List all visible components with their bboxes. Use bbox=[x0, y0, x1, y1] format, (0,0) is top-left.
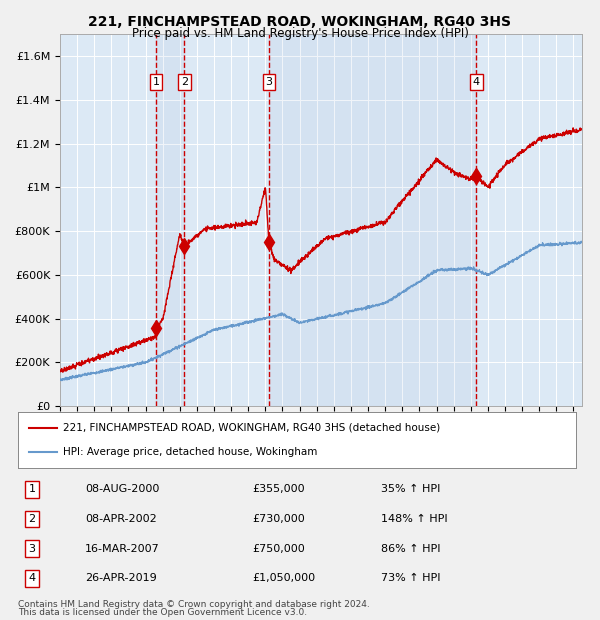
Text: 86% ↑ HPI: 86% ↑ HPI bbox=[381, 544, 440, 554]
Text: 2: 2 bbox=[181, 78, 188, 87]
Text: 4: 4 bbox=[28, 574, 35, 583]
Text: 3: 3 bbox=[28, 544, 35, 554]
Text: 1: 1 bbox=[28, 484, 35, 494]
Text: This data is licensed under the Open Government Licence v3.0.: This data is licensed under the Open Gov… bbox=[18, 608, 307, 617]
Text: HPI: Average price, detached house, Wokingham: HPI: Average price, detached house, Woki… bbox=[62, 448, 317, 458]
Text: 16-MAR-2007: 16-MAR-2007 bbox=[85, 544, 160, 554]
Text: 221, FINCHAMPSTEAD ROAD, WOKINGHAM, RG40 3HS (detached house): 221, FINCHAMPSTEAD ROAD, WOKINGHAM, RG40… bbox=[62, 423, 440, 433]
Text: 4: 4 bbox=[473, 78, 480, 87]
Text: 2: 2 bbox=[28, 514, 35, 524]
Text: £355,000: £355,000 bbox=[253, 484, 305, 494]
Text: Contains HM Land Registry data © Crown copyright and database right 2024.: Contains HM Land Registry data © Crown c… bbox=[18, 600, 370, 609]
Text: £750,000: £750,000 bbox=[253, 544, 305, 554]
Text: 35% ↑ HPI: 35% ↑ HPI bbox=[381, 484, 440, 494]
Text: 73% ↑ HPI: 73% ↑ HPI bbox=[381, 574, 440, 583]
Text: 08-AUG-2000: 08-AUG-2000 bbox=[85, 484, 160, 494]
Bar bbox=[269, 34, 476, 406]
Text: £1,050,000: £1,050,000 bbox=[253, 574, 316, 583]
Bar bbox=[156, 34, 184, 406]
Text: £730,000: £730,000 bbox=[253, 514, 305, 524]
Text: 26-APR-2019: 26-APR-2019 bbox=[85, 574, 157, 583]
Text: 1: 1 bbox=[152, 78, 160, 87]
Text: 148% ↑ HPI: 148% ↑ HPI bbox=[381, 514, 448, 524]
Text: 3: 3 bbox=[265, 78, 272, 87]
Text: 08-APR-2002: 08-APR-2002 bbox=[85, 514, 157, 524]
Text: 221, FINCHAMPSTEAD ROAD, WOKINGHAM, RG40 3HS: 221, FINCHAMPSTEAD ROAD, WOKINGHAM, RG40… bbox=[89, 16, 511, 30]
Text: Price paid vs. HM Land Registry's House Price Index (HPI): Price paid vs. HM Land Registry's House … bbox=[131, 27, 469, 40]
